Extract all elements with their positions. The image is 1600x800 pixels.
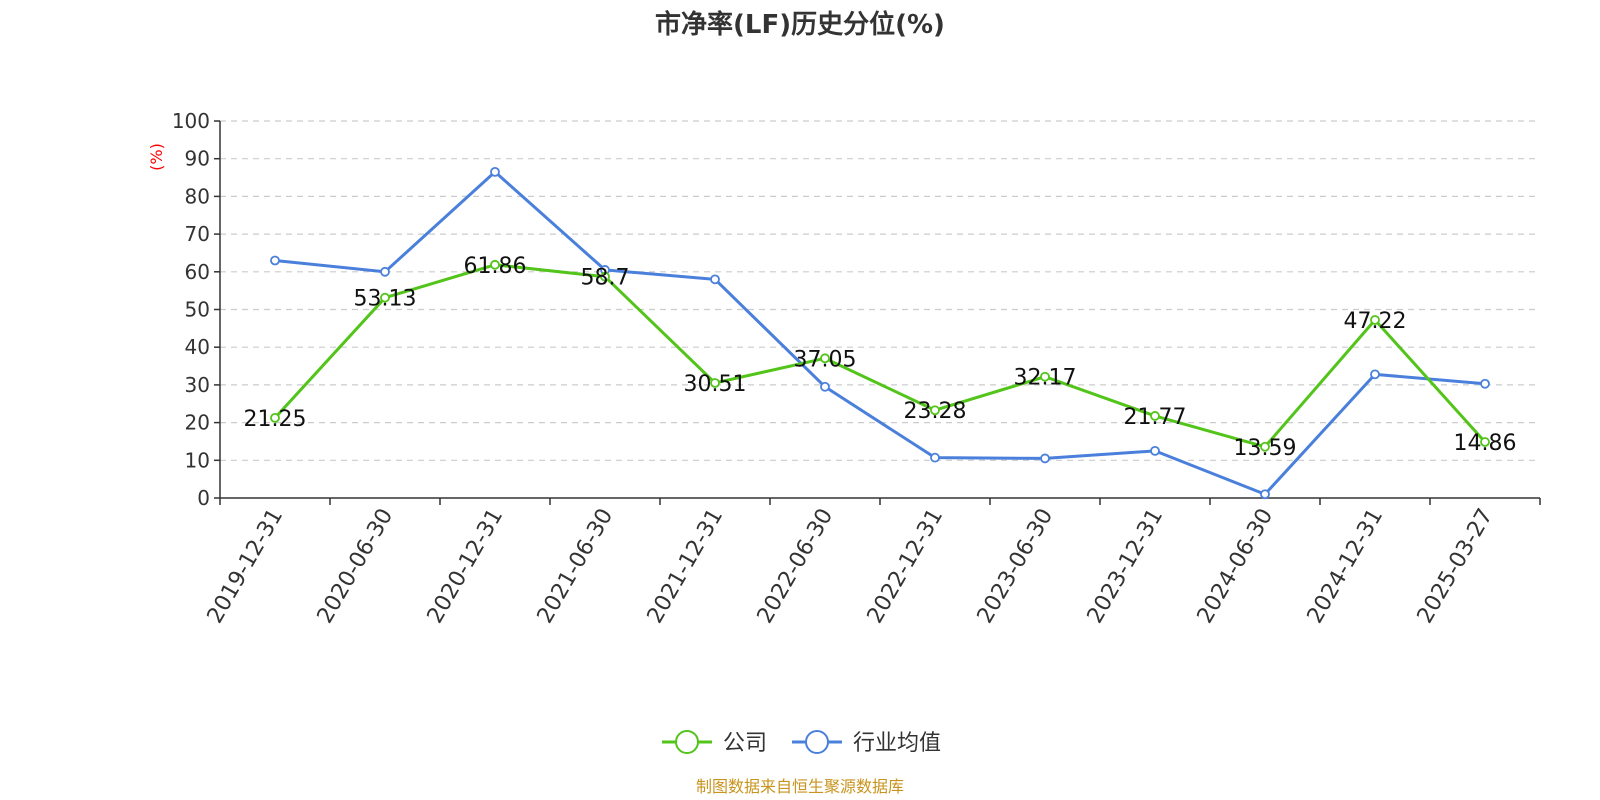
data-label: 37.05	[794, 347, 857, 372]
data-point-0[interactable]	[1370, 315, 1380, 325]
y-tick-label: 50	[185, 298, 210, 322]
chart-title: 市净率(LF)历史分位(%)	[655, 9, 945, 40]
data-point-0[interactable]	[1040, 371, 1050, 382]
x-tick-label: 2024-06-30	[1193, 505, 1279, 628]
data-point-1[interactable]	[1370, 369, 1380, 380]
data-point-1[interactable]	[380, 266, 390, 277]
data-point-0[interactable]	[820, 353, 830, 364]
y-tick-label: 10	[185, 448, 210, 472]
x-tick-label: 2020-06-30	[313, 505, 399, 628]
legend-item-0[interactable]: 公司	[662, 730, 767, 756]
data-point-0[interactable]	[600, 271, 610, 282]
y-tick-label: 60	[185, 260, 210, 284]
x-tick-label: 2021-12-31	[643, 505, 729, 628]
grid-lines	[220, 120, 1540, 461]
legend[interactable]: 公司 行业均值	[662, 730, 941, 756]
data-point-1[interactable]	[490, 166, 500, 177]
data-point-1[interactable]	[1260, 489, 1270, 500]
legend-label: 公司	[723, 731, 767, 756]
y-tick-label: 0	[197, 486, 210, 510]
data-point-0[interactable]	[270, 412, 280, 423]
data-label: 21.25	[244, 407, 307, 432]
data-label: 47.22	[1344, 309, 1407, 334]
y-tick-label: 20	[185, 411, 210, 435]
x-tick-label: 2021-06-30	[533, 505, 619, 628]
data-label: 13.59	[1234, 436, 1297, 461]
data-label: 61.86	[464, 254, 527, 279]
data-point-1[interactable]	[1040, 453, 1050, 464]
data-labels: 21.25 53.13 61.86 58.7 30.51 37.05 23.28 32.17 2…	[244, 254, 1517, 461]
y-tick-label: 90	[185, 147, 210, 171]
data-point-1[interactable]	[270, 255, 280, 266]
y-axis-unit: (%)	[147, 143, 166, 171]
data-label: 53.13	[354, 287, 417, 312]
series-lines	[270, 166, 1490, 500]
data-point-0[interactable]	[1260, 441, 1270, 452]
series-line-0	[273, 263, 1487, 449]
series-line-1	[274, 170, 1486, 496]
x-tick-label: 2025-03-27	[1413, 505, 1499, 628]
data-point-0[interactable]	[930, 405, 940, 416]
data-label: 58.7	[581, 266, 630, 291]
data-label: 23.28	[904, 399, 967, 424]
x-tick-label: 2023-06-30	[973, 505, 1059, 628]
y-tick-label: 70	[185, 222, 210, 246]
source-note: 制图数据来自恒生聚源数据库	[696, 777, 904, 796]
y-tick-label: 30	[185, 373, 210, 397]
data-point-0[interactable]	[490, 259, 500, 270]
y-tick-label: 40	[185, 335, 210, 359]
data-point-1[interactable]	[930, 452, 940, 463]
data-label: 21.77	[1124, 405, 1187, 430]
x-tick-label: 2024-12-31	[1303, 505, 1389, 628]
data-point-1[interactable]	[1150, 445, 1160, 456]
legend-marker-icon	[675, 730, 699, 754]
data-point-0[interactable]	[380, 292, 390, 303]
legend-label: 行业均值	[853, 731, 941, 756]
data-label: 32.17	[1014, 366, 1077, 391]
x-tick-label: 2019-12-31	[203, 505, 289, 628]
legend-item-1[interactable]: 行业均值	[792, 730, 941, 756]
y-tick-label: 100	[172, 109, 210, 133]
legend-marker-icon	[805, 730, 829, 754]
data-point-1[interactable]	[1480, 378, 1490, 389]
y-tick-label: 80	[185, 184, 210, 208]
data-label: 14.86	[1454, 431, 1517, 456]
x-tick-label: 2023-12-31	[1083, 505, 1169, 628]
data-point-0[interactable]	[710, 378, 720, 388]
x-tick-label: 2022-06-30	[753, 505, 839, 628]
data-point-0[interactable]	[1150, 411, 1160, 421]
data-label: 30.51	[684, 372, 747, 397]
x-tick-label: 2020-12-31	[423, 505, 509, 628]
data-point-1[interactable]	[820, 381, 830, 392]
data-point-1[interactable]	[710, 274, 720, 285]
data-point-0[interactable]	[1480, 437, 1490, 447]
x-tick-label: 2022-12-31	[863, 505, 949, 628]
